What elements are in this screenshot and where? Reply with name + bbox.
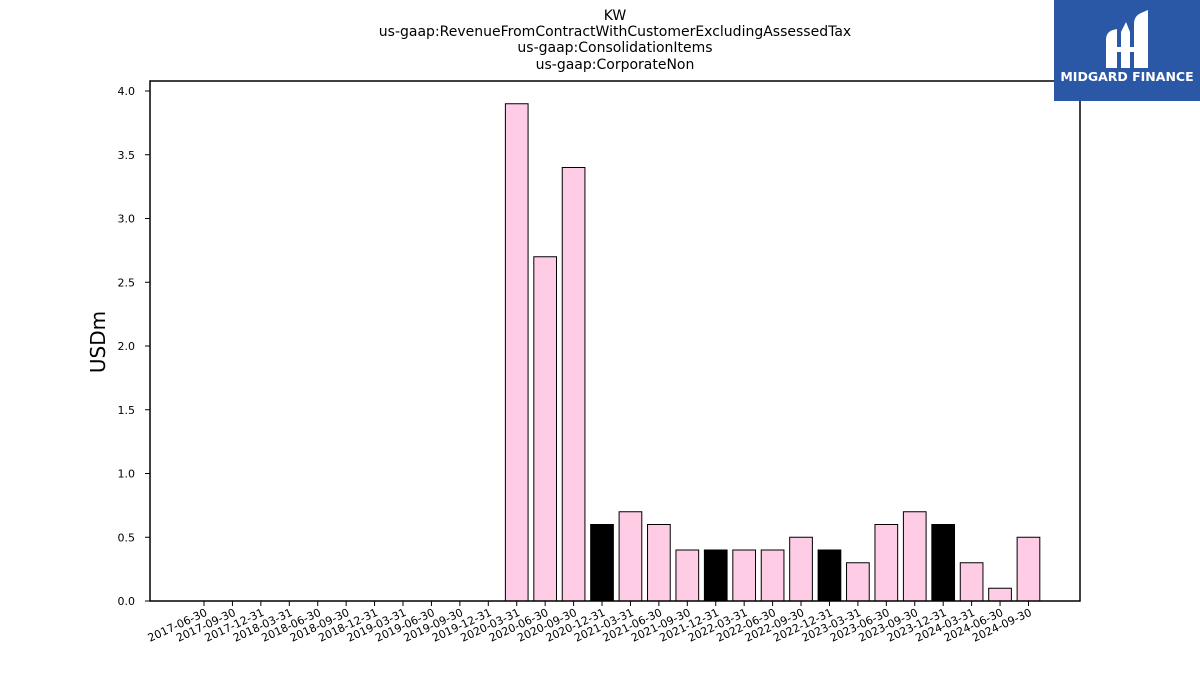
bar-2022-12-31 (817, 549, 842, 602)
x-axis: 2017-06-302017-09-302017-12-312018-03-31… (146, 601, 1034, 645)
bar-2021-09-30 (675, 549, 700, 602)
bar-2022-06-30 (760, 549, 785, 602)
logo-mark-icon (1106, 10, 1148, 68)
bar-2020-12-31 (590, 524, 614, 602)
bar-2022-03-31 (732, 549, 757, 602)
y-tick-label-2.0: 2.0 (118, 340, 136, 353)
plot-frame (149, 80, 1081, 602)
chart-title: KW us-gaap:RevenueFromContractWithCustom… (379, 8, 851, 73)
y-tick-label-3.5: 3.5 (118, 149, 136, 162)
chart-title-line-2: us-gaap:RevenueFromContractWithCustomerE… (379, 24, 851, 40)
bar-2021-12-31 (703, 549, 728, 602)
bar-2021-03-31 (618, 511, 643, 602)
logo-text: MIDGARD FINANCE (1060, 69, 1193, 84)
bar-2020-09-30 (561, 167, 586, 602)
bar-2021-06-30 (647, 524, 671, 602)
bars (504, 103, 1041, 602)
y-tick-label-1.0: 1.0 (118, 468, 136, 481)
y-tick-label-0.0: 0.0 (118, 595, 136, 608)
y-tick-label-0.5: 0.5 (118, 531, 136, 544)
bar-2023-09-30 (902, 511, 927, 602)
bar-2024-03-31 (959, 562, 984, 602)
midgard-finance-logo: MIDGARD FINANCE (1054, 0, 1200, 101)
y-tick-label-1.5: 1.5 (118, 404, 136, 417)
bar-2024-09-30 (1016, 536, 1041, 602)
bar-2023-03-31 (846, 562, 870, 602)
bar-2022-09-30 (789, 536, 813, 602)
y-axis: 0.0 0.5 1.0 1.5 2.0 2.5 3.0 3.5 4.0 (118, 85, 150, 608)
y-tick-label-2.5: 2.5 (118, 276, 136, 289)
chart-title-line-1: KW (604, 8, 627, 24)
bar-2020-06-30 (533, 256, 558, 602)
bar-2024-06-30 (988, 587, 1012, 602)
y-axis-label: USDm (86, 311, 110, 373)
bar-2020-03-31 (504, 103, 529, 602)
bar-2023-12-31 (931, 524, 956, 602)
bar-2023-06-30 (874, 524, 899, 602)
y-tick-label-4.0: 4.0 (118, 85, 136, 98)
y-tick-label-3.0: 3.0 (118, 213, 136, 226)
chart-title-line-4: us-gaap:CorporateNon (536, 57, 695, 73)
chart-title-line-3: us-gaap:ConsolidationItems (517, 40, 712, 56)
